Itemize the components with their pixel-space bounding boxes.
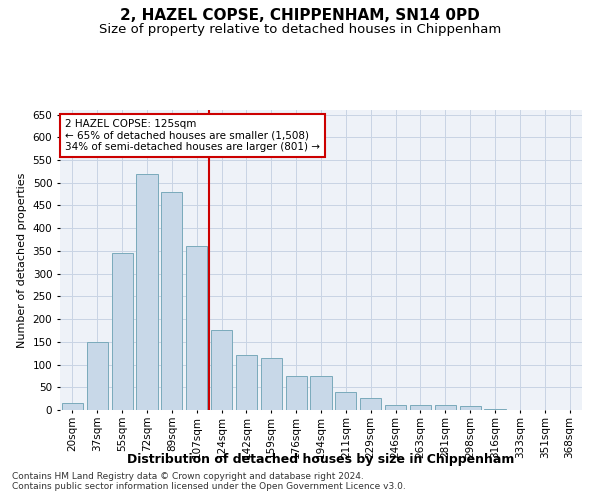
Text: Contains HM Land Registry data © Crown copyright and database right 2024.: Contains HM Land Registry data © Crown c…: [12, 472, 364, 481]
Bar: [410, 404, 431, 410]
Y-axis label: Number of detached properties: Number of detached properties: [17, 172, 27, 348]
Bar: [261, 358, 282, 410]
Bar: [360, 398, 381, 410]
Bar: [112, 253, 133, 410]
Bar: [460, 406, 481, 410]
Text: 2 HAZEL COPSE: 125sqm
← 65% of detached houses are smaller (1,508)
34% of semi-d: 2 HAZEL COPSE: 125sqm ← 65% of detached …: [65, 119, 320, 152]
Bar: [62, 403, 83, 410]
Bar: [335, 392, 356, 410]
Bar: [484, 409, 506, 410]
Bar: [211, 330, 232, 410]
Bar: [87, 342, 108, 410]
Text: Distribution of detached houses by size in Chippenham: Distribution of detached houses by size …: [127, 452, 515, 466]
Bar: [236, 356, 257, 410]
Bar: [385, 404, 406, 410]
Bar: [186, 246, 207, 410]
Bar: [161, 192, 182, 410]
Bar: [435, 404, 456, 410]
Bar: [136, 174, 158, 410]
Text: 2, HAZEL COPSE, CHIPPENHAM, SN14 0PD: 2, HAZEL COPSE, CHIPPENHAM, SN14 0PD: [120, 8, 480, 22]
Text: Contains public sector information licensed under the Open Government Licence v3: Contains public sector information licen…: [12, 482, 406, 491]
Text: Size of property relative to detached houses in Chippenham: Size of property relative to detached ho…: [99, 22, 501, 36]
Bar: [310, 376, 332, 410]
Bar: [286, 376, 307, 410]
